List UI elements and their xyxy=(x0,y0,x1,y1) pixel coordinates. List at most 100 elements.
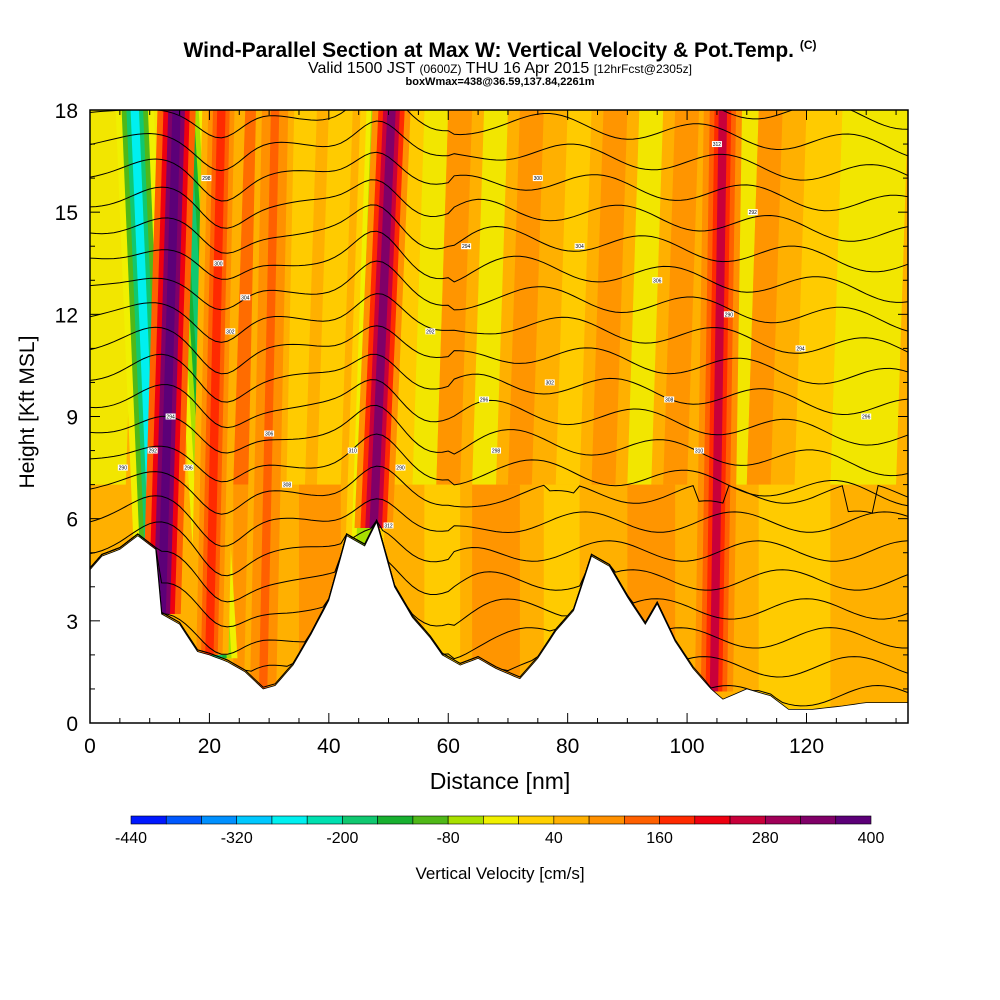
velocity-band xyxy=(627,110,664,485)
contour-label: 296 xyxy=(184,466,193,472)
x-tick-label: 100 xyxy=(670,735,705,758)
colorbar-tick-label: -440 xyxy=(115,830,147,847)
contour-label: 308 xyxy=(665,397,674,403)
colorbar-tick-label: 160 xyxy=(646,830,673,847)
colorbar-swatch xyxy=(130,815,167,825)
updraft-streak xyxy=(369,110,396,529)
contour-label-box xyxy=(747,209,758,216)
contour-label: 308 xyxy=(283,483,292,489)
contour-label: 296 xyxy=(862,415,871,421)
colorbar-swatch xyxy=(764,815,801,825)
contour-label: 294 xyxy=(166,415,175,421)
y-tick-label: 15 xyxy=(55,202,78,225)
colorbar-swatch xyxy=(165,815,202,825)
x-tick-label: 60 xyxy=(437,735,460,758)
chart-title: Wind-Parallel Section at Max W: Vertical… xyxy=(183,38,817,62)
velocity-band xyxy=(758,484,831,723)
theta-contour xyxy=(90,433,908,507)
contour-label: 304 xyxy=(575,244,584,250)
colorbar-swatch xyxy=(518,815,555,825)
contour-label-box xyxy=(264,430,275,437)
contour-label-box xyxy=(461,243,472,250)
colorbar-swatch xyxy=(483,815,519,825)
contour-label-box xyxy=(652,277,663,284)
velocity-band xyxy=(746,110,783,485)
contour-label: 302 xyxy=(226,329,235,335)
box-info: boxWmax=438@36.59,137.84,2261m xyxy=(405,76,595,88)
contour-label-box xyxy=(201,175,212,182)
theta-contour xyxy=(90,404,908,477)
contour-label: 310 xyxy=(349,449,358,455)
contour-label: 298 xyxy=(492,449,501,455)
terrain xyxy=(90,520,908,723)
y-tick-label: 6 xyxy=(66,509,78,532)
colorbar-tick-label: 40 xyxy=(545,830,563,847)
x-tick-label: 80 xyxy=(556,735,579,758)
contour-label: 294 xyxy=(796,346,805,352)
colorbar-tick-label: -80 xyxy=(437,830,460,847)
velocity-band xyxy=(412,110,449,485)
y-tick-label: 0 xyxy=(66,713,78,736)
theta-contour xyxy=(90,519,908,660)
velocity-band xyxy=(830,110,908,485)
contour-label: 300 xyxy=(534,176,543,182)
colorbar-swatch xyxy=(447,815,484,825)
colorbar-tick-label: 280 xyxy=(752,830,779,847)
contour-label: 292 xyxy=(149,449,158,455)
contour-label-box xyxy=(479,396,490,403)
colorbar-swatch xyxy=(659,815,696,825)
x-tick-label: 40 xyxy=(317,735,340,758)
theta-contour xyxy=(90,204,908,273)
colorbar-swatch xyxy=(624,815,660,825)
updraft-streak xyxy=(709,110,728,692)
y-axis-label: Height [Kft MSL] xyxy=(16,335,39,489)
contour-label-box xyxy=(183,464,194,471)
colorbar-swatch xyxy=(412,815,449,825)
contour-label-box xyxy=(861,413,872,420)
colorbar-swatch xyxy=(835,815,872,825)
updraft-streak xyxy=(258,110,280,689)
colorbar-swatch xyxy=(271,815,308,825)
contour-label-box xyxy=(544,379,555,386)
colorbar-tick-label: -320 xyxy=(221,830,253,847)
contour-label: 298 xyxy=(202,176,211,182)
theta-contour xyxy=(90,120,908,181)
theta-contour xyxy=(90,519,908,577)
y-tick-label: 3 xyxy=(66,611,78,634)
colorbar-label: Vertical Velocity [cm/s] xyxy=(415,864,585,883)
contour-label-box xyxy=(532,175,543,182)
contour-label: 312 xyxy=(713,142,722,148)
x-axis-label: Distance [nm] xyxy=(429,768,571,794)
contour-label: 300 xyxy=(214,261,223,267)
contour-label-box xyxy=(711,141,722,148)
contour-label-box xyxy=(664,396,675,403)
contour-label-box xyxy=(282,481,293,488)
contour-label-box xyxy=(795,345,806,352)
theta-contour xyxy=(720,110,908,130)
contour-label: 292 xyxy=(426,329,435,335)
velocity-band xyxy=(507,110,544,485)
theta-contour xyxy=(90,465,908,515)
updraft-streak xyxy=(205,110,226,655)
contour-label-box xyxy=(383,522,394,529)
contour-label: 302 xyxy=(546,380,555,386)
contour-label: 306 xyxy=(653,278,662,284)
colorbar-swatch xyxy=(588,815,625,825)
copyright-mark: (C) xyxy=(799,38,817,52)
colorbar-tick-label: -200 xyxy=(326,830,358,847)
contour-label: 312 xyxy=(384,523,393,529)
y-tick-label: 9 xyxy=(66,407,78,430)
contour-label: 290 xyxy=(119,466,128,472)
y-tick-label: 18 xyxy=(55,100,78,123)
colorbar-swatch xyxy=(729,815,766,825)
contour-label-box xyxy=(395,464,406,471)
contour-label: 292 xyxy=(749,210,758,216)
velocity-band xyxy=(436,110,473,485)
updraft-streak xyxy=(157,110,181,615)
theta-contour xyxy=(90,179,908,242)
contour-label-box xyxy=(213,260,224,267)
colorbar-swatch xyxy=(377,815,414,825)
contour-label-box xyxy=(425,328,436,335)
contour-label-box xyxy=(574,243,585,250)
